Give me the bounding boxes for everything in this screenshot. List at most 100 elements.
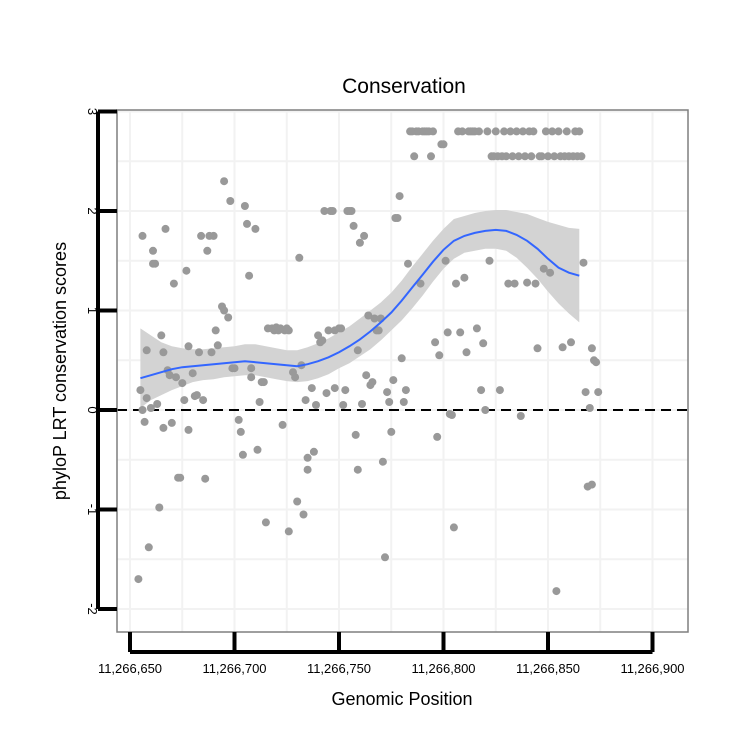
data-point xyxy=(180,396,189,405)
data-point xyxy=(383,388,392,397)
data-point xyxy=(157,331,166,340)
x-tick-label: 11,266,750 xyxy=(307,661,371,676)
data-point xyxy=(134,575,143,584)
data-point xyxy=(385,398,394,406)
data-point xyxy=(351,430,360,439)
data-point xyxy=(337,324,346,333)
data-point xyxy=(318,336,327,345)
data-point xyxy=(167,418,176,427)
data-point xyxy=(592,358,601,367)
data-point xyxy=(504,279,513,288)
data-point xyxy=(594,388,603,397)
data-point xyxy=(562,127,571,136)
data-point xyxy=(531,279,540,288)
data-point xyxy=(443,328,452,337)
data-point xyxy=(184,425,193,434)
data-point xyxy=(529,127,538,136)
x-axis-label: Genomic Position xyxy=(331,689,472,709)
data-point xyxy=(303,453,312,462)
data-point xyxy=(381,553,389,562)
data-point xyxy=(416,279,425,288)
y-tick-label: -1 xyxy=(85,504,100,516)
data-point xyxy=(544,152,552,161)
data-point xyxy=(213,341,222,350)
data-point xyxy=(362,371,371,380)
data-point xyxy=(142,346,151,355)
y-tick-label: -2 xyxy=(85,603,100,615)
data-point xyxy=(523,278,532,287)
data-point xyxy=(203,246,212,255)
data-point xyxy=(502,152,511,161)
data-point xyxy=(368,378,377,387)
data-point xyxy=(159,423,168,432)
data-point xyxy=(533,344,542,353)
data-point xyxy=(172,373,180,382)
data-point xyxy=(449,523,458,532)
confidence-ribbon-group xyxy=(140,210,580,408)
data-point xyxy=(165,371,174,380)
data-point xyxy=(399,398,408,406)
y-axis-label: phyloP LRT conservation scores xyxy=(50,242,70,500)
data-point xyxy=(577,152,586,161)
data-point xyxy=(299,510,308,519)
data-point xyxy=(184,342,193,351)
data-point xyxy=(427,152,435,161)
data-point xyxy=(238,450,247,459)
data-point xyxy=(347,207,356,215)
data-point xyxy=(541,127,550,136)
data-point xyxy=(182,266,191,275)
data-point xyxy=(374,326,383,335)
data-point xyxy=(155,503,164,512)
data-point xyxy=(192,391,201,400)
data-point xyxy=(460,273,469,282)
data-point xyxy=(581,388,590,397)
data-point xyxy=(358,400,366,408)
smooth-trend-line xyxy=(140,228,580,380)
data-point xyxy=(521,152,529,161)
data-point xyxy=(558,343,567,352)
data-point xyxy=(293,497,302,506)
y-tick-label: 3 xyxy=(85,108,100,115)
data-point xyxy=(209,231,218,240)
data-point xyxy=(349,221,358,230)
confidence-ribbon xyxy=(140,210,580,408)
y-tick-label: 0 xyxy=(85,406,100,413)
data-point xyxy=(136,386,145,395)
data-point xyxy=(291,373,300,382)
data-point xyxy=(393,214,402,222)
data-point xyxy=(301,396,310,405)
y-tick-label: 1 xyxy=(85,307,100,314)
data-point xyxy=(243,219,251,228)
data-point xyxy=(510,279,519,288)
data-point xyxy=(575,127,584,136)
data-point xyxy=(537,152,546,161)
data-point xyxy=(149,246,157,255)
data-point xyxy=(458,127,467,136)
data-point xyxy=(220,306,229,315)
data-point xyxy=(370,314,379,323)
data-point xyxy=(452,279,460,288)
data-point xyxy=(240,202,249,210)
data-point xyxy=(303,465,312,474)
data-point xyxy=(506,127,515,136)
data-point xyxy=(199,396,208,405)
data-point xyxy=(441,256,450,265)
data-point xyxy=(431,338,440,347)
data-point xyxy=(247,364,256,373)
data-point xyxy=(401,386,410,395)
data-point xyxy=(410,152,419,161)
data-point xyxy=(429,127,437,136)
data-point xyxy=(395,192,404,201)
data-point xyxy=(153,400,162,408)
data-point xyxy=(364,311,373,320)
data-point xyxy=(201,474,210,483)
data-point xyxy=(483,127,492,136)
x-tick-label: 11,266,650 xyxy=(98,661,162,676)
data-point xyxy=(456,328,465,337)
data-point xyxy=(479,339,488,348)
x-tick-label: 11,266,850 xyxy=(516,661,580,676)
data-point xyxy=(339,401,348,409)
data-point xyxy=(144,543,153,552)
x-tick-label: 11,266,900 xyxy=(620,661,684,676)
